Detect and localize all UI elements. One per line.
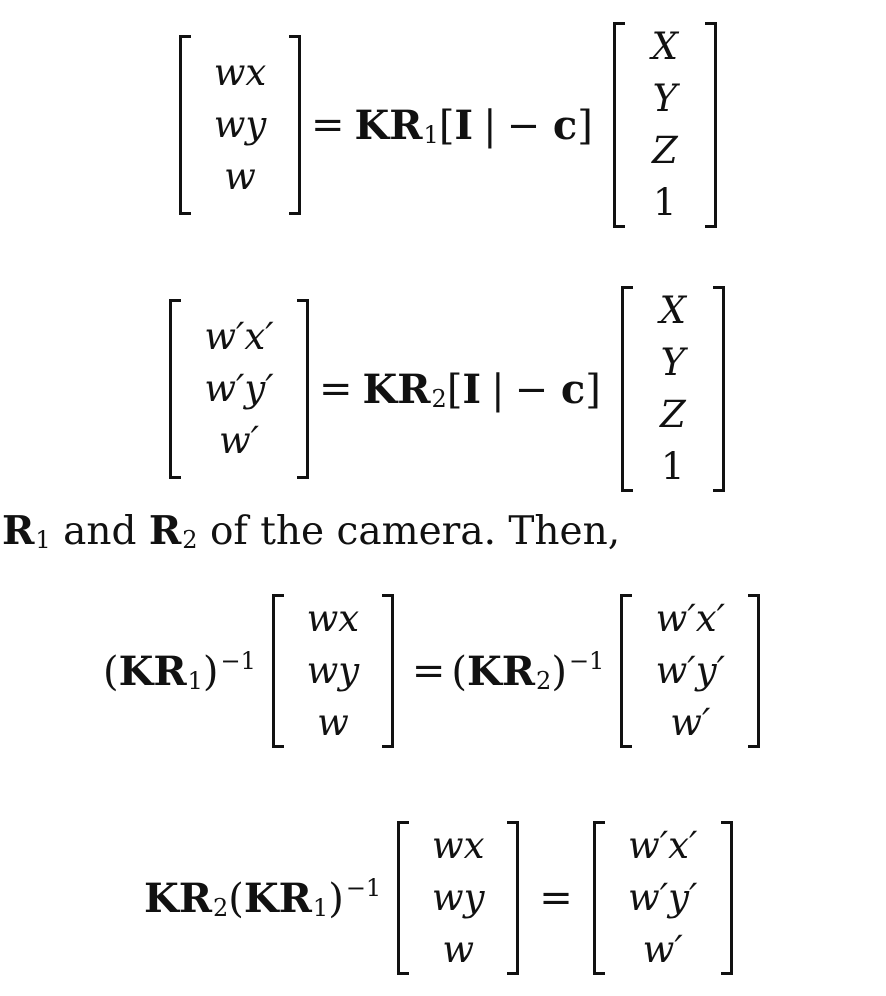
vector-entry: wx [431, 824, 485, 867]
vector-entry: wx [306, 597, 360, 640]
world-point-vector-2: X Y Z 1 [620, 286, 725, 492]
world-point-vector-1: X Y Z 1 [612, 22, 717, 228]
vector-entry: w [442, 928, 475, 971]
body-text-line: R1 and R2 of the camera. Then, [2, 508, 621, 554]
vector-entry: w′y′ [655, 649, 726, 692]
equation-2: w′x′ w′y′ w′ = KR2[I | − c] X Y Z 1 [169, 286, 725, 492]
vector-entry: w′x′ [204, 315, 274, 358]
right-vector-4: w′x′ w′y′ w′ [592, 821, 733, 975]
equals-sign: = [319, 366, 353, 412]
vector-entry: w′ [670, 701, 711, 744]
vector-entry: w′y′ [204, 367, 274, 410]
projection-expression-2: KR2[I | − c] [362, 365, 601, 413]
vector-entry: 1 [653, 181, 677, 224]
vector-entry: X [659, 289, 686, 332]
right-vector-3: w′x′ w′y′ w′ [620, 594, 761, 748]
equation-1: wx wy w = KR1[I | − c] X Y Z 1 [179, 22, 717, 228]
vector-entry: X [651, 25, 678, 68]
vector-entry: w′ [642, 928, 683, 971]
vector-entry: w′x′ [628, 824, 698, 867]
vector-entry: w [317, 701, 349, 744]
vector-entry: Y [652, 77, 678, 120]
equals-sign: = [539, 875, 573, 921]
vector-entry: wy [213, 103, 267, 146]
equation-4: KR2(KR1)−1 wx wy w = w′x′ w′y′ w′ [144, 821, 733, 975]
vector-entry: w [224, 155, 256, 198]
inverse-expression-1: (KR1)−1 [103, 647, 256, 695]
inverse-expression-2: (KR2)−1 [451, 647, 605, 695]
vector-entry: w′y′ [628, 876, 698, 919]
left-vector-3: wx wy w [271, 594, 394, 748]
vector-entry: Z [659, 393, 686, 436]
left-vector-4: wx wy w [397, 821, 520, 975]
vector-entry: wy [306, 649, 360, 692]
homography-expression: KR2(KR1)−1 [144, 874, 382, 922]
equals-sign: = [311, 102, 345, 148]
vector-entry: wx [213, 51, 267, 94]
vector-entry: Z [651, 129, 678, 172]
vector-entry: 1 [661, 445, 685, 488]
projection-expression-1: KR1[I | − c] [354, 101, 593, 149]
equation-3: (KR1)−1 wx wy w = (KR2)−1 w′x′ w′y′ w′ [103, 594, 761, 748]
vector-entry: Y [660, 341, 686, 384]
equals-sign: = [411, 648, 446, 694]
vector-entry: w′x′ [655, 597, 725, 640]
lhs-vector-2: w′x′ w′y′ w′ [169, 299, 309, 479]
lhs-vector-1: wx wy w [179, 35, 301, 215]
vector-entry: w′ [218, 419, 260, 462]
vector-entry: wy [431, 876, 485, 919]
